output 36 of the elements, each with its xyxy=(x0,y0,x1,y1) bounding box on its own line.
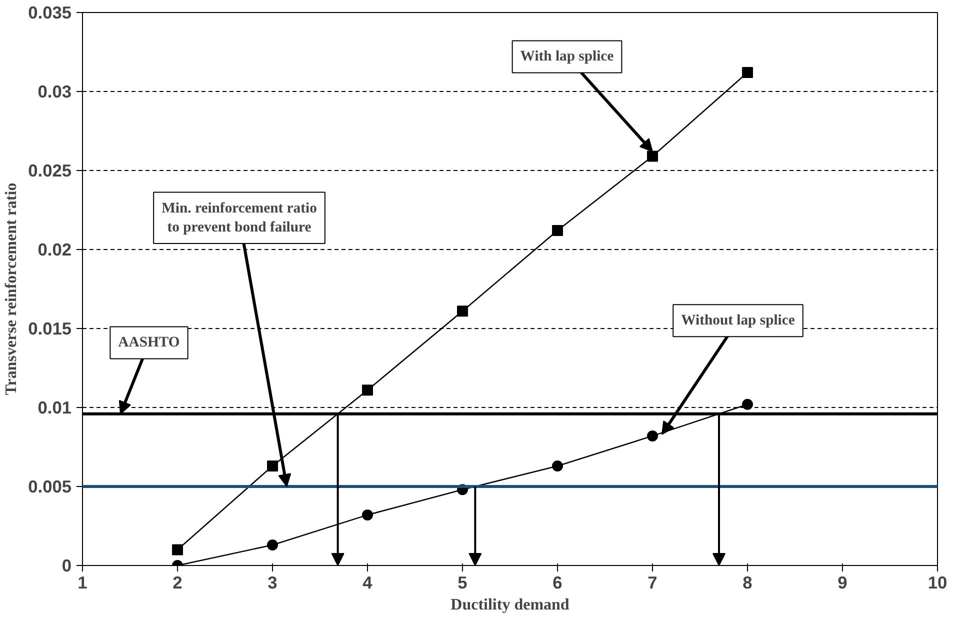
y-axis-title: Transverse reinforcement ratio xyxy=(3,182,20,396)
y-tick-label: 0 xyxy=(62,556,72,576)
point xyxy=(552,460,563,472)
point xyxy=(647,150,658,162)
y-tick-label: 0.005 xyxy=(28,476,72,496)
x-tick-label: 1 xyxy=(78,572,88,592)
y-tick-label: 0.025 xyxy=(28,160,72,180)
point xyxy=(362,509,373,520)
point xyxy=(742,67,753,78)
x-tick-label: 10 xyxy=(928,572,948,592)
x-tick-label: 2 xyxy=(172,572,182,592)
y-tick-label: 0.02 xyxy=(38,240,72,260)
point xyxy=(552,225,563,236)
annotation: Min. reinforcement ratio to prevent bond failure xyxy=(162,200,317,236)
x-tick-label: 6 xyxy=(552,572,563,592)
point xyxy=(267,539,278,550)
point xyxy=(172,544,183,556)
point xyxy=(647,430,658,442)
point xyxy=(742,398,753,410)
x-axis-title: Ductility demand xyxy=(450,596,570,614)
x-tick-label: 3 xyxy=(268,572,278,592)
annotation: With lap splice xyxy=(520,48,614,65)
annotation: AASHTO xyxy=(118,334,180,351)
x-tick-label: 7 xyxy=(648,572,658,592)
y-tick-label: 0.03 xyxy=(38,82,72,102)
y-tick-label: 0.01 xyxy=(38,398,72,418)
annotation: Without lap splice xyxy=(681,312,796,329)
point xyxy=(457,306,468,317)
x-tick-label: 5 xyxy=(458,572,468,592)
x-tick-label: 9 xyxy=(838,572,848,592)
y-tick-label: 0.015 xyxy=(28,318,72,338)
x-tick-label: 4 xyxy=(362,572,373,592)
x-tick-label: 8 xyxy=(742,572,753,592)
point xyxy=(362,384,373,396)
y-tick-label: 0.035 xyxy=(28,2,72,22)
point xyxy=(267,460,278,472)
